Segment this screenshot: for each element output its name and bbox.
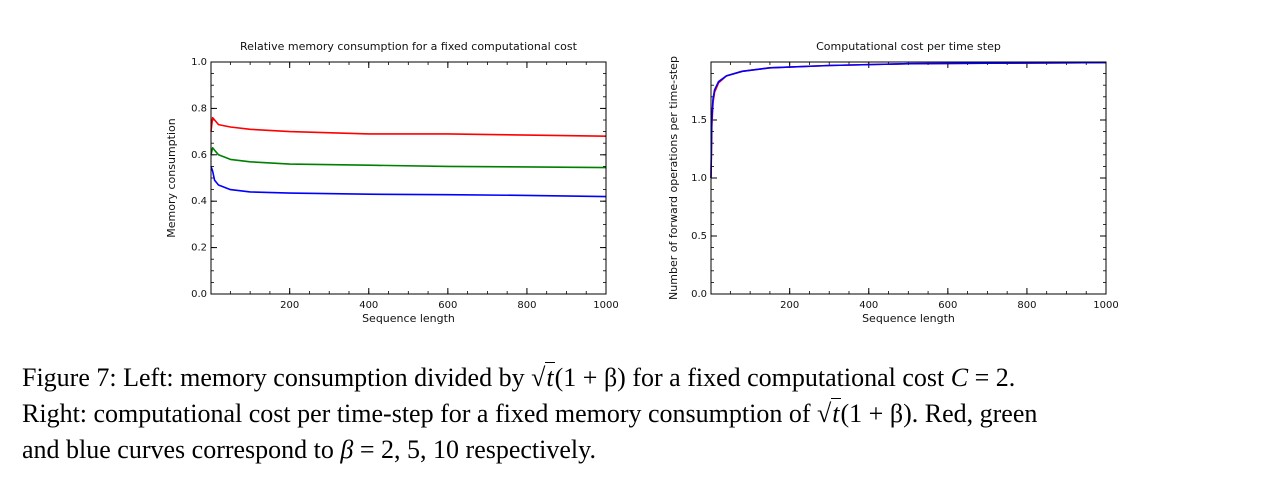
y-axis-label: Number of forward operations per time-st… <box>667 56 680 300</box>
series-line-3 <box>210 166 607 198</box>
series-line-2 <box>210 147 607 169</box>
y-tick-label: 0.2 <box>191 243 207 254</box>
x-tick-label: 600 <box>438 300 457 311</box>
caption-line1-b: for a fixed computational cost <box>632 363 945 392</box>
x-axis-label: Sequence length <box>862 312 955 325</box>
y-tick-label: 0.6 <box>191 150 207 161</box>
y-tick-label: 1.0 <box>191 57 207 68</box>
y-tick-label: 0.4 <box>191 196 207 207</box>
series-line-1 <box>710 61 1107 179</box>
caption-line2-a: Right: computational cost per time-step … <box>22 399 811 428</box>
chart-memory-consumption: Relative memory consumption for a fixed … <box>165 40 619 325</box>
x-tick-label: 400 <box>859 300 878 311</box>
caption-line1-a: Left: memory consumption divided by <box>123 363 525 392</box>
x-axis-label: Sequence length <box>362 312 455 325</box>
x-tick-label: 400 <box>359 300 378 311</box>
y-tick-label: 1.5 <box>691 115 707 126</box>
chart-title: Relative memory consumption for a fixed … <box>240 40 578 53</box>
figure-caption: Figure 7: Left: memory consumption divid… <box>22 360 1274 468</box>
y-axis-label: Memory consumption <box>165 118 178 237</box>
y-tick-label: 0.5 <box>691 231 707 242</box>
x-tick-label: 600 <box>938 300 957 311</box>
x-tick-label: 800 <box>1017 300 1036 311</box>
chart-computational-cost: Computational cost per time step 200 400 60… <box>667 40 1119 325</box>
caption-label: Figure 7: <box>22 363 117 392</box>
x-tick-label: 200 <box>780 300 799 311</box>
caption-line3-b: respectively. <box>465 435 596 464</box>
x-tick-label: 1000 <box>1093 300 1118 311</box>
x-tick-label: 800 <box>517 300 536 311</box>
x-tick-label: 1000 <box>593 300 618 311</box>
series-line-2 <box>710 61 1107 179</box>
y-tick-label: 0.0 <box>691 289 707 300</box>
sqrt-expression-1: √t <box>531 362 555 392</box>
series-line-1 <box>210 116 607 137</box>
x-tick-label: 200 <box>280 300 299 311</box>
caption-line3-a: and blue curves correspond to <box>22 435 334 464</box>
caption-line2-b: . Red, green <box>911 399 1038 428</box>
y-tick-label: 0.8 <box>191 103 207 114</box>
y-tick-label: 1.0 <box>691 173 707 184</box>
sqrt-expression-2: √t <box>817 398 841 428</box>
plot-frame <box>710 61 1107 295</box>
chart-title: Computational cost per time step <box>816 40 1001 53</box>
y-tick-label: 0.0 <box>191 289 207 300</box>
plot-frame <box>210 61 607 295</box>
figure-7: Relative memory consumption for a fixed … <box>165 40 1119 325</box>
